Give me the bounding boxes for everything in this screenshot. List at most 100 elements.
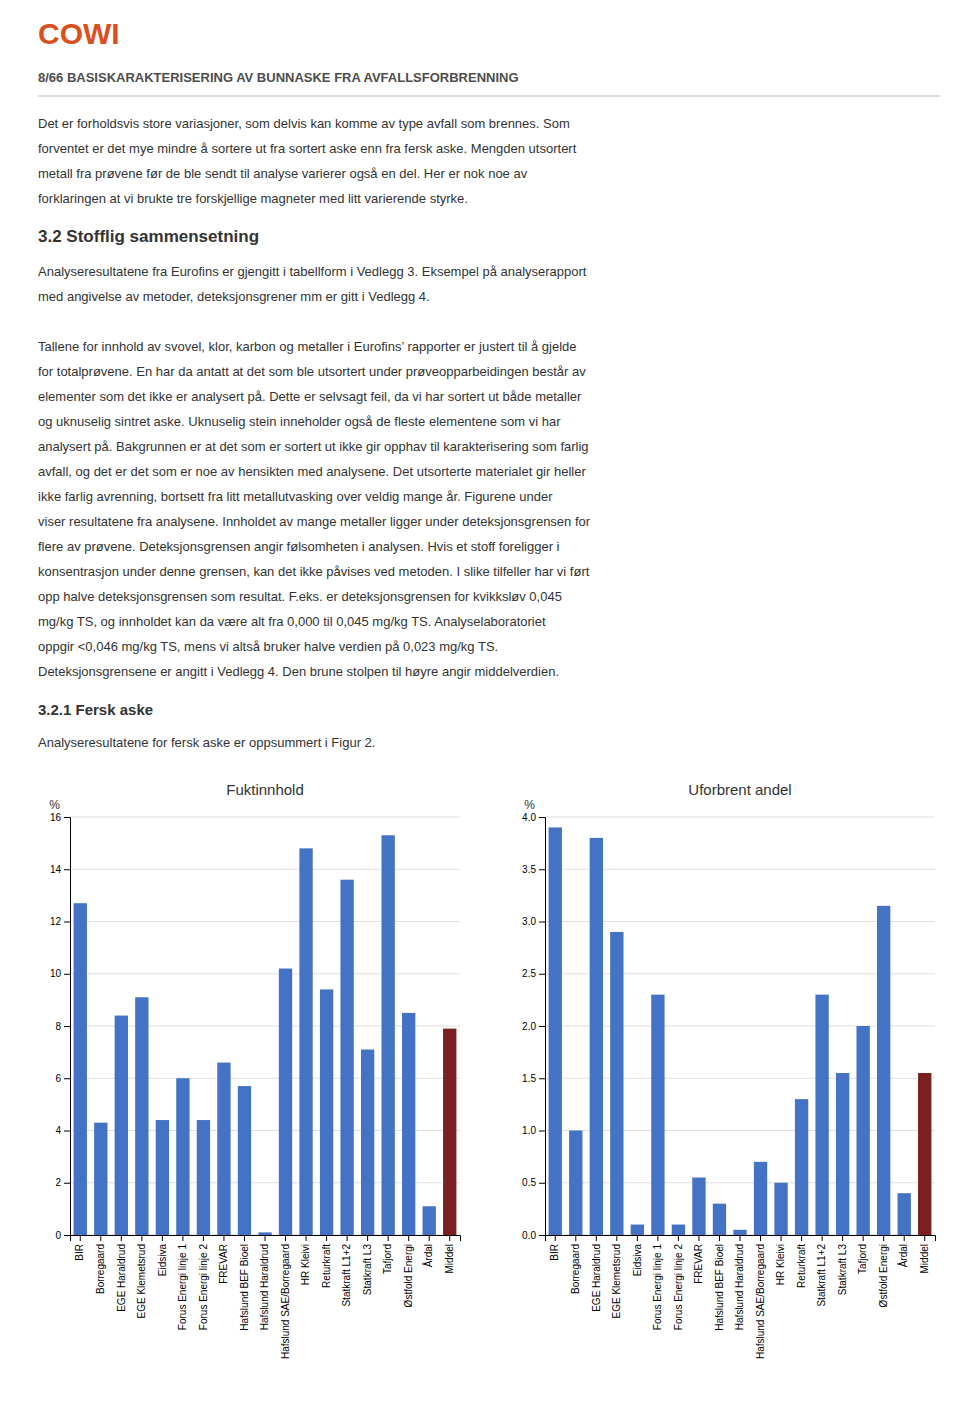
bar	[423, 1206, 436, 1235]
section-text: oppgir <0,046 mg/kg TS, mens vi altså br…	[38, 639, 498, 654]
tick-label: Borregaard	[570, 1244, 581, 1294]
axis-domain	[71, 1236, 461, 1242]
bar	[402, 1013, 415, 1235]
tick-label: Hafslund SAE/Borregaard	[280, 1244, 291, 1359]
y-tick: 12	[50, 916, 70, 927]
x-tick: Årdal	[422, 1235, 434, 1267]
y-tick: 4.0	[522, 812, 545, 823]
grid-line	[70, 869, 460, 870]
tick-mark	[64, 817, 70, 818]
tick-mark	[822, 1235, 823, 1241]
tick-label: Østfold Energi	[878, 1244, 889, 1307]
x-tick: Middel	[919, 1235, 930, 1273]
tick-label: 16	[50, 812, 62, 823]
section-text: mg/kg TS, og innholdet kan da være alt f…	[38, 614, 546, 629]
tick-mark	[64, 1183, 70, 1184]
x-tick: EGE Klemetsrud	[611, 1235, 622, 1318]
logo: COWI	[38, 17, 120, 50]
tick-mark	[100, 1235, 101, 1241]
x-tick: Returkraft	[321, 1235, 332, 1288]
y-tick: 3.5	[522, 864, 545, 875]
bar	[569, 1131, 582, 1236]
y-tick: 1.5	[522, 1073, 545, 1084]
grid-line	[70, 1182, 460, 1183]
bars	[549, 827, 932, 1235]
tick-label: 2.0	[522, 1021, 536, 1032]
tick-mark	[539, 869, 545, 870]
axis-domain	[546, 1236, 936, 1242]
subsection-text: Analyseresultatene for fersk aske er opp…	[38, 735, 375, 750]
tick-label: Hafslund BEF Bioel	[239, 1244, 250, 1331]
tick-mark	[678, 1235, 679, 1241]
bar	[197, 1120, 210, 1235]
grid-line	[70, 1078, 460, 1079]
tick-label: 4.0	[522, 812, 536, 823]
axis-domain	[64, 818, 71, 1236]
x-tick: Borregaard	[95, 1235, 106, 1294]
tick-mark	[539, 1026, 545, 1027]
tick-label: Årdal	[897, 1244, 909, 1267]
tick-label: Statkraft L3	[362, 1244, 373, 1296]
grid-line	[70, 973, 460, 974]
x-tick: Hafslund SAE/Borregaard	[280, 1235, 291, 1359]
x-tick: Statkraft L3	[837, 1235, 848, 1295]
bar	[115, 1016, 128, 1235]
tick-label: Årdal	[422, 1244, 434, 1267]
grid-line	[545, 1182, 935, 1183]
tick-label: EGE Haraldrud	[591, 1244, 602, 1312]
bar	[176, 1078, 189, 1235]
tick-mark	[740, 1235, 741, 1241]
tick-mark	[904, 1235, 905, 1241]
y-tick: 3.0	[522, 916, 545, 927]
tick-mark	[719, 1235, 720, 1241]
y-axis-title: %	[49, 798, 60, 812]
tick-label: Statkraft L3	[837, 1244, 848, 1296]
body-text: metall fra prøvene før de ble sendt til …	[38, 166, 528, 181]
bars	[74, 835, 457, 1235]
tick-label: 3.0	[522, 916, 536, 927]
x-tick: Middel	[444, 1235, 455, 1273]
tick-label: 0.5	[522, 1177, 536, 1188]
chart-title: Fuktinnhold	[226, 781, 304, 798]
tick-label: Returkraft	[796, 1244, 807, 1288]
x-tick: EGE Haraldrud	[591, 1235, 602, 1312]
tick-mark	[449, 1235, 450, 1241]
x-tick: Forus Energi linje 2	[198, 1235, 209, 1330]
bar	[135, 997, 148, 1235]
tick-mark	[64, 922, 70, 923]
tick-label: EGE Klemetsrud	[136, 1244, 147, 1318]
section-header: 3.2 Stofflig sammensetning	[38, 227, 259, 246]
tick-mark	[64, 869, 70, 870]
tick-mark	[64, 974, 70, 975]
x-tick: Østfold Energi	[403, 1235, 414, 1307]
x-tick: Eidsiva	[157, 1235, 168, 1276]
y-tick: 16	[50, 812, 70, 823]
bar	[795, 1099, 808, 1235]
tick-label: 0	[55, 1230, 61, 1241]
x-tick: Forus Energi linje 1	[177, 1235, 188, 1330]
bar	[238, 1086, 251, 1235]
tick-label: BIR	[549, 1244, 560, 1261]
tick-mark	[64, 1235, 70, 1236]
tick-label: 2	[55, 1177, 61, 1188]
section-text: konsentrasjon under denne grensen, kan d…	[38, 564, 590, 579]
tick-label: 1.5	[522, 1073, 536, 1084]
tick-mark	[203, 1235, 204, 1241]
body-text: Det er forholdsvis store variasjoner, so…	[38, 116, 570, 131]
x-tick: Statkraft L1+2	[816, 1235, 827, 1307]
section-text: og uknuselig sintret aske. Uknuselig ste…	[38, 414, 561, 429]
tick-label: 1.0	[522, 1125, 536, 1136]
bar	[815, 995, 828, 1235]
tick-label: Forus Energi linje 2	[673, 1244, 684, 1331]
tick-label: EGE Klemetsrud	[611, 1244, 622, 1318]
section-text: Deteksjonsgrensene er angitt i Vedlegg 4…	[38, 664, 559, 679]
bar	[754, 1162, 767, 1235]
page: COWI8/66 BASISKARAKTERISERING AV BUNNASK…	[0, 0, 960, 1422]
tick-mark	[408, 1235, 409, 1241]
bar	[94, 1123, 107, 1235]
tick-mark	[429, 1235, 430, 1241]
y-axis: 0246810121416	[50, 812, 71, 1241]
x-tick: Hafslund BEF Bioel	[239, 1235, 250, 1331]
bar	[340, 880, 353, 1235]
tick-mark	[64, 1131, 70, 1132]
